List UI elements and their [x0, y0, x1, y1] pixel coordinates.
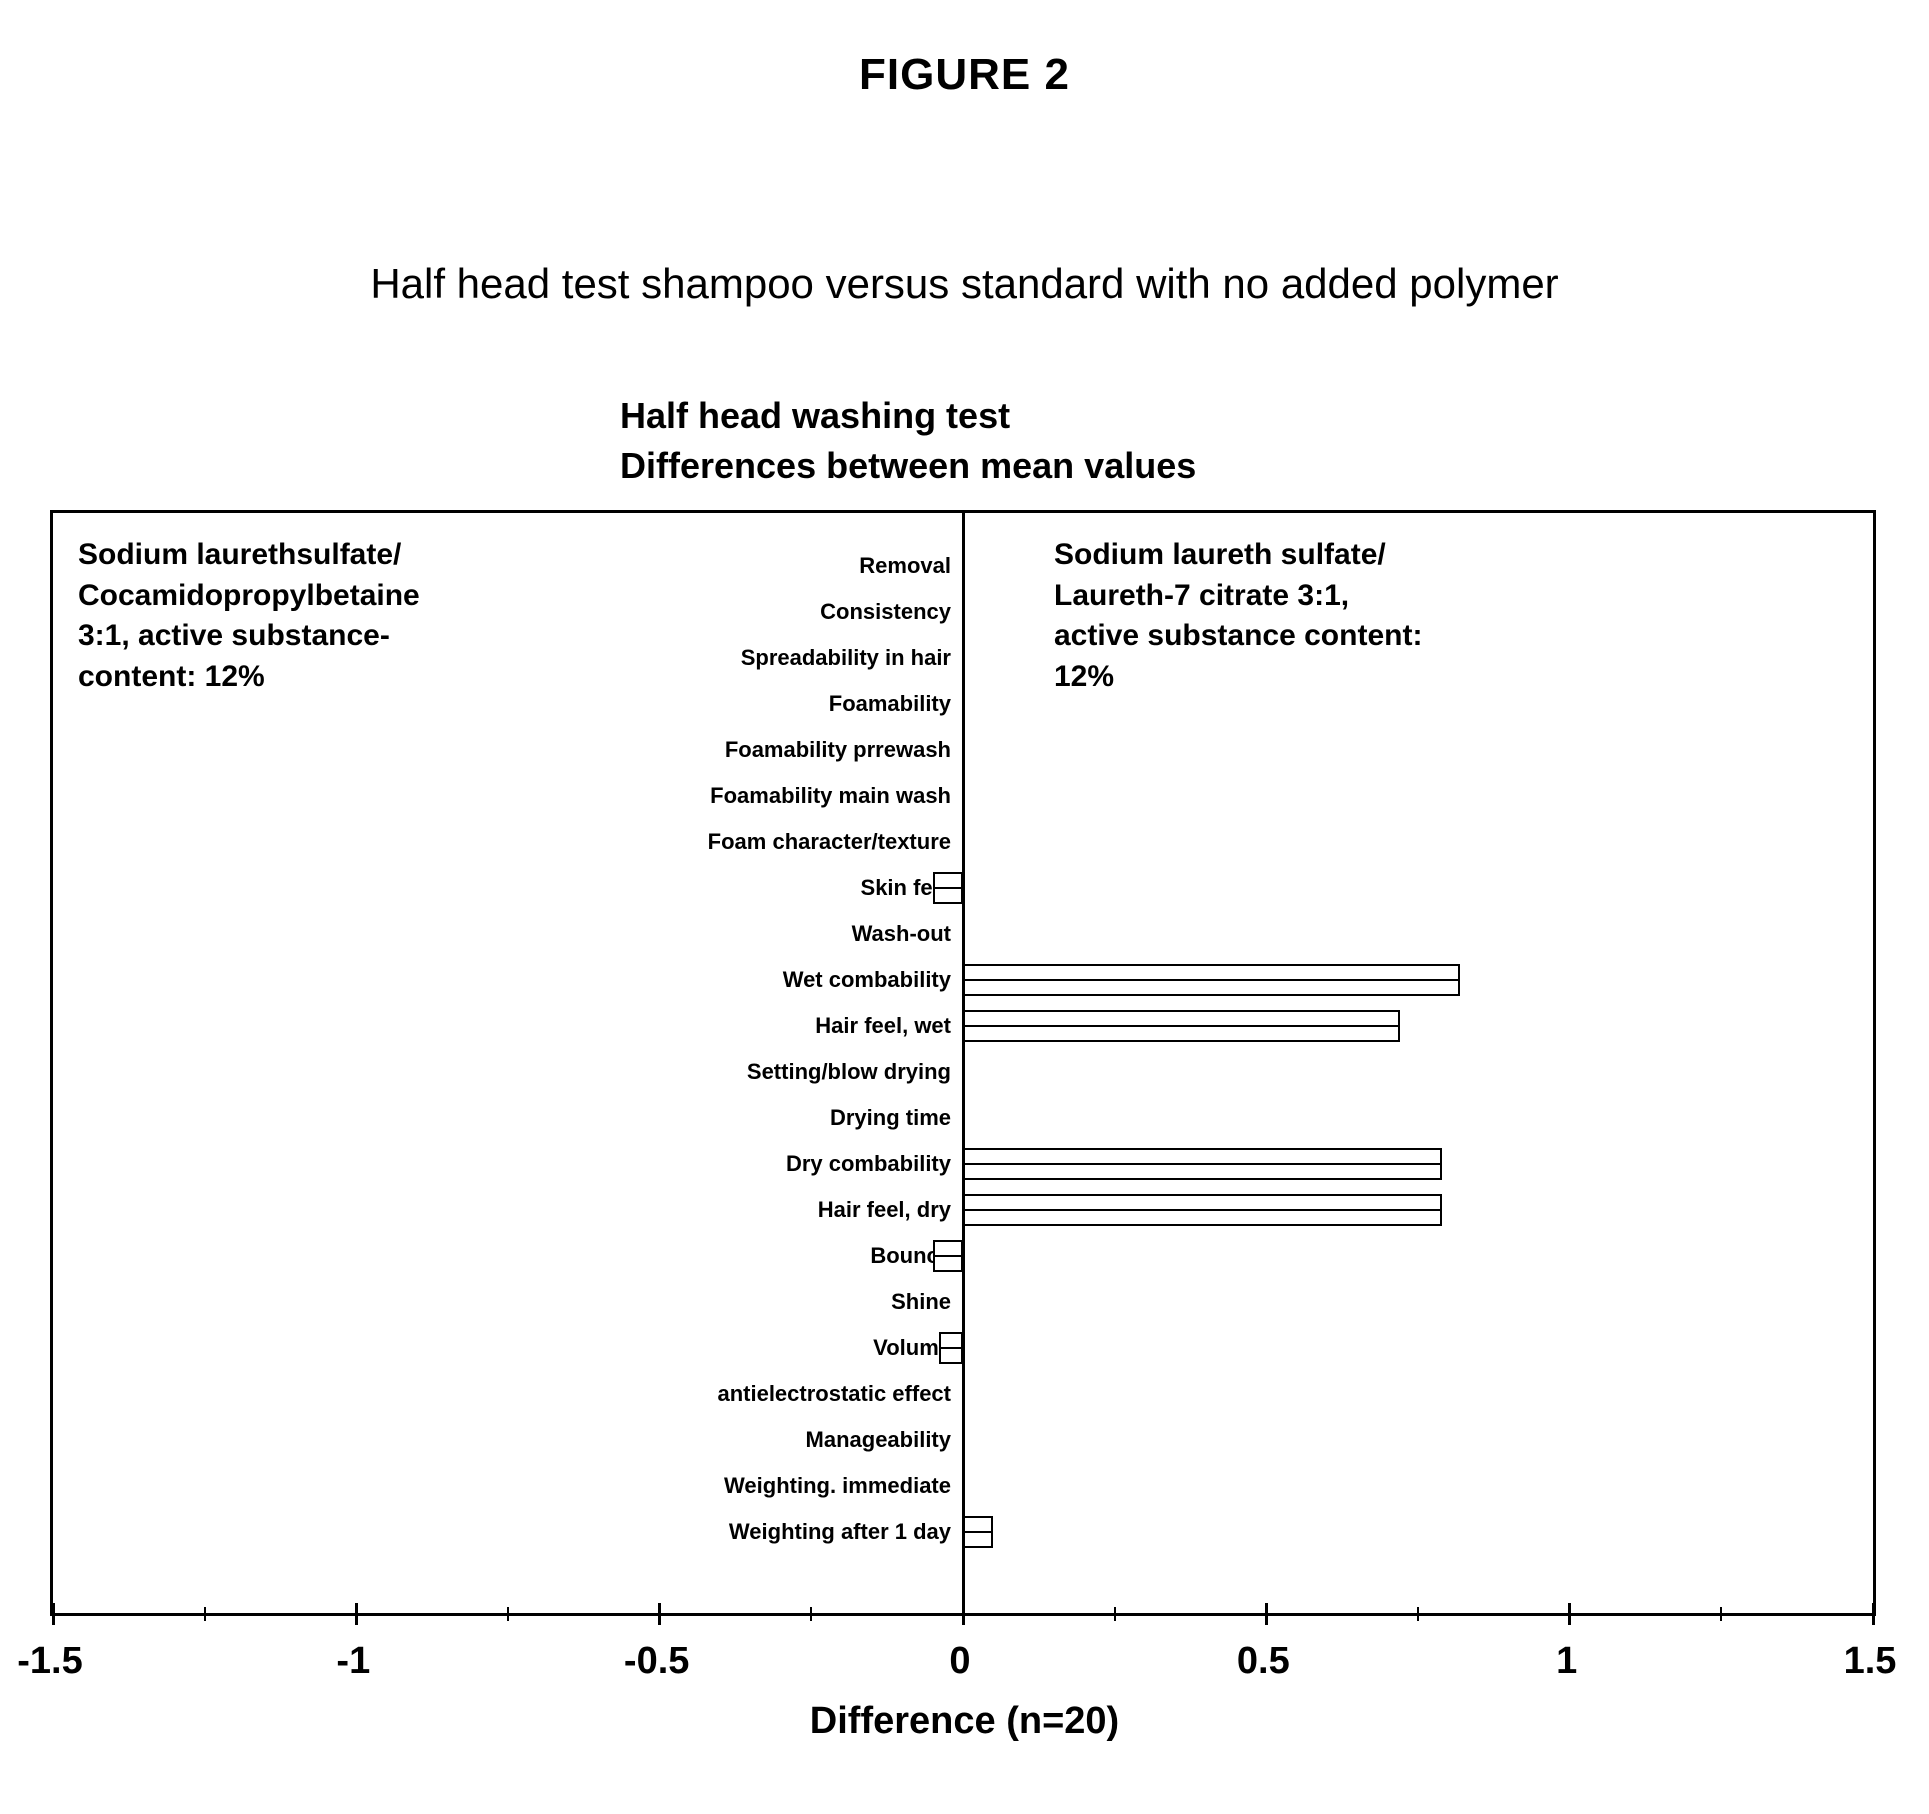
chart-row: Volume: [53, 1325, 1873, 1371]
y-category-label: Setting/blow drying: [501, 1059, 951, 1085]
bar-midline: [965, 1163, 1440, 1165]
chart-row: Hair feel, dry: [53, 1187, 1873, 1233]
y-category-label: Hair feel, dry: [501, 1197, 951, 1223]
bar: [933, 1240, 963, 1272]
x-tick-minor: [204, 1607, 206, 1621]
x-tick-label: -1.5: [17, 1640, 82, 1683]
chart-row: Shine: [53, 1279, 1873, 1325]
x-tick-major: [355, 1603, 358, 1625]
x-tick-minor: [1720, 1607, 1722, 1621]
y-category-label: antielectrostatic effect: [501, 1381, 951, 1407]
chart-row: Foam character/texture: [53, 819, 1873, 865]
chart-row: Skin feel: [53, 865, 1873, 911]
x-tick-minor: [810, 1607, 812, 1621]
bar-midline: [941, 1347, 961, 1349]
chart-row: Wash-out: [53, 911, 1873, 957]
chart-row: Foamability: [53, 681, 1873, 727]
x-tick-label: 1: [1556, 1640, 1577, 1683]
bar-midline: [965, 1209, 1440, 1211]
y-category-label: Shine: [501, 1289, 951, 1315]
bar: [963, 1010, 1400, 1042]
chart-subtitle-1: Half head washing test: [620, 395, 1010, 437]
y-category-label: Consistency: [501, 599, 951, 625]
bar: [933, 872, 963, 904]
chart-row: Weighting. immediate: [53, 1463, 1873, 1509]
y-category-label: Weighting after 1 day: [501, 1519, 951, 1545]
x-tick-label: 0: [949, 1640, 970, 1683]
bar: [939, 1332, 963, 1364]
y-category-label: Manageability: [501, 1427, 951, 1453]
bar: [963, 1194, 1442, 1226]
chart-row: Manageability: [53, 1417, 1873, 1463]
chart-row: Spreadability in hair: [53, 635, 1873, 681]
y-category-label: Foam character/texture: [501, 829, 951, 855]
x-tick-label: 0.5: [1237, 1640, 1290, 1683]
bar-midline: [935, 887, 961, 889]
x-tick-label: -0.5: [624, 1640, 689, 1683]
x-axis-title: Difference (n=20): [0, 1700, 1929, 1743]
y-category-label: Wash-out: [501, 921, 951, 947]
x-tick-major: [1265, 1603, 1268, 1625]
chart-row: Wet combability: [53, 957, 1873, 1003]
chart-row: Foamability prrewash: [53, 727, 1873, 773]
chart-row: Bounce: [53, 1233, 1873, 1279]
chart-row: Removal: [53, 543, 1873, 589]
chart-row: Drying time: [53, 1095, 1873, 1141]
x-tick-minor: [507, 1607, 509, 1621]
x-tick-minor: [1417, 1607, 1419, 1621]
bar-midline: [965, 979, 1458, 981]
page: FIGURE 2 Half head test shampoo versus s…: [0, 0, 1929, 1814]
chart-row: Foamability main wash: [53, 773, 1873, 819]
y-category-label: Foamability prrewash: [501, 737, 951, 763]
figure-title: FIGURE 2: [0, 50, 1929, 100]
x-tick-major: [52, 1603, 55, 1625]
bar: [963, 1148, 1442, 1180]
y-category-label: Foamability: [501, 691, 951, 717]
bar: [963, 1516, 993, 1548]
chart-row: Dry combability: [53, 1141, 1873, 1187]
chart-row: Consistency: [53, 589, 1873, 635]
y-category-label: Skin feel: [501, 875, 951, 901]
y-category-label: Bounce: [501, 1243, 951, 1269]
x-tick-label: -1: [336, 1640, 370, 1683]
bar: [963, 964, 1460, 996]
x-tick-major: [1568, 1603, 1571, 1625]
chart-row: antielectrostatic effect: [53, 1371, 1873, 1417]
chart-row: Weighting after 1 day: [53, 1509, 1873, 1555]
x-tick-major: [658, 1603, 661, 1625]
chart-row: Hair feel, wet: [53, 1003, 1873, 1049]
bar-midline: [935, 1255, 961, 1257]
bar-midline: [965, 1531, 991, 1533]
x-tick-minor: [1114, 1607, 1116, 1621]
y-category-label: Wet combability: [501, 967, 951, 993]
x-tick-label: 1.5: [1844, 1640, 1897, 1683]
y-category-label: Volume: [501, 1335, 951, 1361]
chart-subtitle-2: Differences between mean values: [620, 445, 1196, 487]
x-tick-major: [1872, 1603, 1875, 1625]
y-category-label: Hair feel, wet: [501, 1013, 951, 1039]
y-category-label: Removal: [501, 553, 951, 579]
chart-row: Setting/blow drying: [53, 1049, 1873, 1095]
x-tick-major: [962, 1603, 965, 1625]
y-category-label: Spreadability in hair: [501, 645, 951, 671]
figure-caption: Half head test shampoo versus standard w…: [0, 260, 1929, 308]
y-category-label: Dry combability: [501, 1151, 951, 1177]
y-category-label: Drying time: [501, 1105, 951, 1131]
plot-frame: Sodium laurethsulfate/Cocamidopropylbeta…: [50, 510, 1876, 1616]
bar-midline: [965, 1025, 1398, 1027]
y-category-label: Weighting. immediate: [501, 1473, 951, 1499]
y-category-label: Foamability main wash: [501, 783, 951, 809]
